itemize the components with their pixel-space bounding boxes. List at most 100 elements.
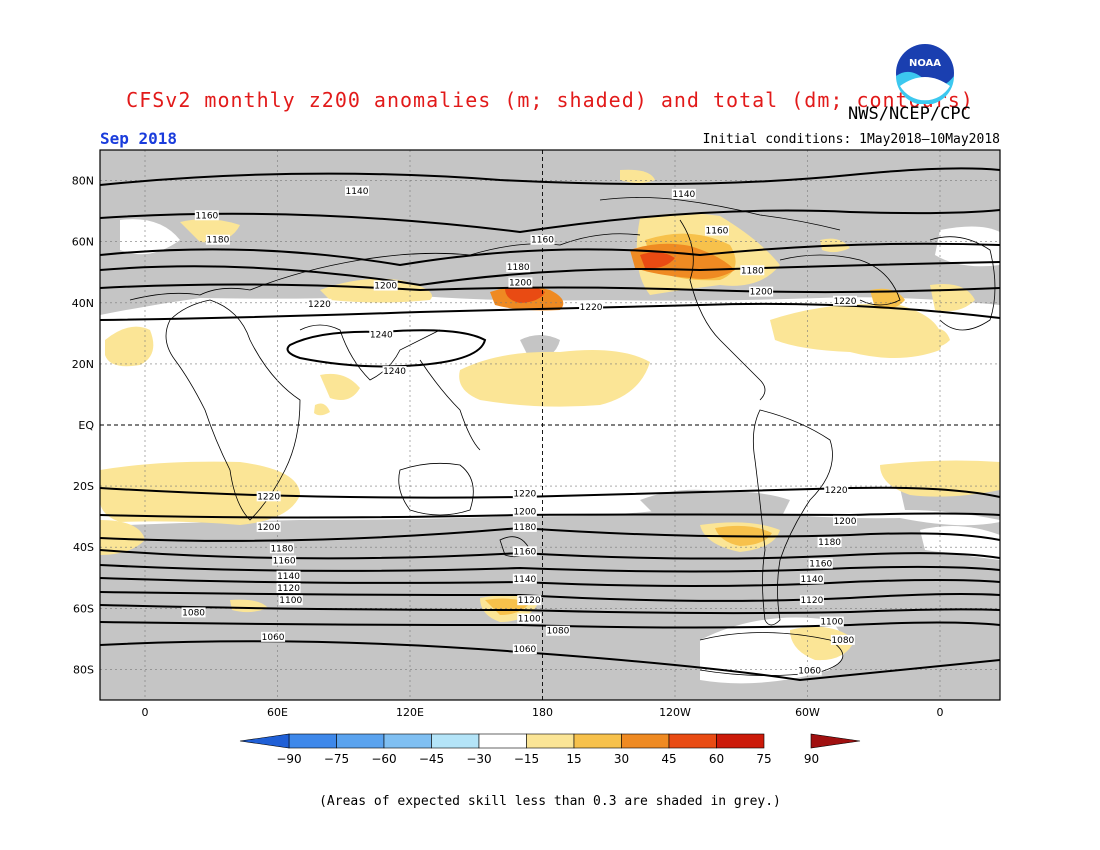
contour-label: 1080 (830, 634, 855, 646)
contour-label-bg (307, 298, 332, 309)
contour-label-bg (205, 234, 230, 245)
contour-label-bg (740, 265, 765, 276)
contour-label-bg (799, 573, 824, 584)
contour-label-text: 1200 (374, 282, 397, 292)
colorbar-tick-label: −30 (466, 752, 491, 766)
contour-label: 1200 (833, 515, 858, 527)
contour-label-text: 1240 (370, 330, 393, 340)
contour-label: 1100 (278, 595, 303, 606)
contour-label: 1140 (512, 573, 537, 585)
contour-label-bg (373, 280, 398, 291)
lat-label-60s: 60S (73, 602, 94, 615)
lon-label-60w: 60W (795, 706, 820, 719)
contour-label-bg (671, 188, 696, 199)
contour-label-bg (749, 286, 774, 297)
contour-label: 1140 (671, 188, 696, 200)
contour-label-text: 1120 (277, 584, 300, 594)
noaa-logo: NOAA (896, 44, 954, 104)
contour-label: 1220 (307, 298, 332, 310)
colorbar-tick-label: 75 (756, 752, 771, 766)
contour-label: 1200 (373, 280, 398, 292)
contour-label-text: 1200 (834, 517, 857, 527)
colorbar-tick-label: 60 (709, 752, 724, 766)
contour-label-bg (704, 225, 729, 236)
contour-label: 1140 (276, 570, 301, 582)
contour-label-text: 1160 (273, 556, 296, 566)
lat-label-40n: 40N (72, 297, 94, 310)
height-contours (100, 167, 1000, 682)
contour-label-bg (808, 558, 833, 569)
contour-label-bg (833, 295, 858, 306)
contour-label-text: 1120 (800, 596, 823, 606)
contour-label: 1180 (269, 543, 294, 554)
contour-label-text: 1240 (383, 367, 406, 377)
contour-label: 1180 (512, 521, 537, 533)
contour-label-text: 1080 (182, 608, 205, 618)
contour-label-bg (799, 595, 824, 606)
contour-label-bg (382, 366, 407, 377)
contour-label: 1220 (824, 485, 849, 496)
contour-label-text: 1080 (831, 636, 854, 646)
contour-label: 1100 (819, 616, 844, 628)
contour-label-bg (272, 555, 297, 566)
contour-label-bg (345, 185, 369, 196)
colorbar-tick-label: −60 (371, 752, 396, 766)
contour-label: 1160 (512, 546, 537, 557)
contour-label: 1200 (256, 521, 281, 533)
colorbar-cell (336, 733, 385, 749)
contour-label-text: 1200 (513, 508, 536, 518)
colorbar-tick-label: 45 (661, 752, 676, 766)
colorbar-cell (478, 733, 527, 749)
contour-label: 1080 (545, 625, 570, 637)
contour-label-bg (517, 595, 542, 606)
contour-label-bg (194, 210, 219, 221)
contour-label-text: 1120 (518, 596, 541, 606)
contour-label-text: 1220 (825, 486, 848, 496)
contour-label: 1180 (740, 265, 765, 276)
contour-label: 1160 (704, 225, 729, 237)
contour-label-bg (830, 634, 855, 645)
contour-label-text: 1200 (509, 278, 532, 288)
contour-label: 1120 (276, 582, 301, 594)
contour-label-bg (512, 546, 537, 557)
contour-label: 1180 (205, 234, 230, 246)
contour-label-bg (833, 515, 858, 526)
contour-label-text: 1100 (279, 596, 302, 606)
contour-label: 1160 (808, 558, 833, 570)
contour-label-text: 1140 (346, 187, 369, 197)
lat-label-80n: 80N (72, 175, 94, 188)
colorbar-high-arrow (810, 733, 861, 749)
contour-label: 1200 (749, 286, 774, 298)
colorbar-tick-label: −75 (324, 752, 349, 766)
contour-label: 1120 (799, 595, 824, 606)
contour-label: 1200 (508, 277, 533, 288)
contour-label: 1060 (261, 631, 286, 643)
contour-label-bg (278, 595, 303, 606)
contour-label-bg (817, 537, 842, 548)
contour-label-bg (512, 506, 537, 517)
lon-label-120e: 120E (396, 706, 424, 719)
contour-label-bg (517, 613, 542, 624)
contour-label: 1180 (506, 262, 531, 273)
lon-label-120w: 120W (659, 706, 691, 719)
colorbar-cell (288, 733, 337, 749)
contour-label-bg (508, 277, 533, 288)
contour-label-bg (797, 665, 822, 676)
contour-label-text: 1160 (195, 211, 218, 221)
contour-label: 1160 (194, 210, 219, 221)
contour-label-text: 1080 (547, 627, 570, 637)
colorbar-tick-label: 30 (614, 752, 629, 766)
contour-label-bg (276, 582, 301, 593)
contour-label-bg (579, 301, 604, 312)
contour-label-text: 1180 (270, 544, 293, 554)
lat-label-60n: 60N (72, 236, 94, 249)
contour-label: 1220 (512, 488, 537, 499)
lon-label-60e: 60E (267, 706, 288, 719)
contour-label: 1060 (797, 665, 822, 676)
lat-label-20n: 20N (72, 358, 94, 371)
contour-label-text: 1180 (818, 538, 841, 548)
contour-label-bg (276, 570, 301, 581)
contour-labels: 1140 1140 1160 1160 1160 1180 1180 1180 1200 1200… (181, 185, 858, 676)
contour-label: 1240 (382, 366, 407, 377)
